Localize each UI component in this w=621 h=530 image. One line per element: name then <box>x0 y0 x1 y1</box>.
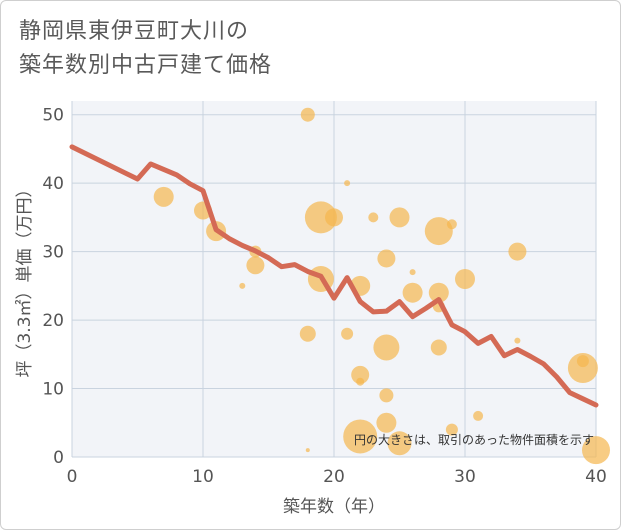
data-bubble <box>424 217 453 246</box>
x-tick-label: 0 <box>67 467 78 487</box>
data-bubble <box>377 249 396 268</box>
x-tick-label: 20 <box>323 467 345 487</box>
data-bubble <box>239 282 246 289</box>
data-bubble <box>387 431 412 456</box>
data-bubble <box>402 282 423 303</box>
data-bubble <box>376 412 397 433</box>
data-bubble <box>246 256 265 275</box>
data-bubble <box>508 242 527 261</box>
data-bubble <box>373 334 400 361</box>
data-bubble <box>300 107 315 122</box>
data-bubble <box>473 410 484 421</box>
data-bubble <box>305 448 310 453</box>
data-bubble <box>343 419 378 454</box>
chart-title: 静岡県東伊豆町大川の 築年数別中古戸建て価格 <box>19 15 459 83</box>
data-bubble <box>430 339 447 356</box>
y-axis-label: 坪（3.3㎡）単価（万円） <box>15 180 35 377</box>
data-bubble <box>356 377 365 386</box>
data-bubble <box>299 325 316 342</box>
y-tick-label: 20 <box>42 311 64 331</box>
data-bubble <box>455 269 475 289</box>
bubble-size-note: 円の大きさは、取引のあった物件面積を示す <box>354 432 594 447</box>
data-bubble <box>325 208 343 227</box>
data-bubble <box>153 186 174 207</box>
y-tick-label: 40 <box>42 174 64 194</box>
data-bubble <box>379 388 394 403</box>
data-bubble <box>351 365 370 384</box>
data-bubble <box>445 423 458 436</box>
x-tick-label: 40 <box>585 467 607 487</box>
x-tick-label: 30 <box>454 467 476 487</box>
data-bubble <box>514 337 521 344</box>
data-bubble <box>409 269 416 276</box>
data-bubble <box>344 180 351 187</box>
data-bubble <box>582 436 610 465</box>
y-tick-label: 10 <box>42 380 64 400</box>
data-bubble <box>341 327 354 340</box>
data-bubble <box>389 207 410 228</box>
x-tick-label: 10 <box>192 467 214 487</box>
y-tick-label: 0 <box>53 448 64 468</box>
x-axis-label: 築年数（年） <box>283 497 385 517</box>
y-tick-label: 50 <box>42 106 64 126</box>
data-bubble <box>428 282 449 303</box>
data-bubble <box>567 353 598 383</box>
data-bubble <box>446 219 457 230</box>
data-bubble <box>368 212 379 223</box>
chart-title-line-2: 築年数別中古戸建て価格 <box>19 53 273 78</box>
trend-line <box>69 144 599 408</box>
chart-title-line-1: 静岡県東伊豆町大川の <box>19 19 250 44</box>
data-bubble <box>304 201 337 234</box>
y-tick-label: 30 <box>42 243 64 263</box>
